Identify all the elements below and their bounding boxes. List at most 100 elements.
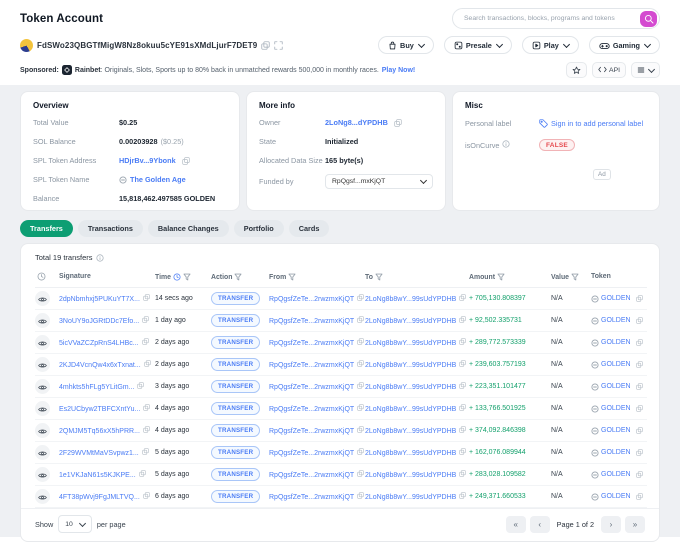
copy-icon[interactable] bbox=[635, 427, 643, 434]
copy-icon[interactable] bbox=[142, 448, 149, 455]
first-page-button[interactable]: « bbox=[505, 515, 526, 533]
copy-icon[interactable] bbox=[635, 317, 643, 324]
from-address-link[interactable]: RpQgsfZeTe...2rwzmxKjQT bbox=[269, 472, 355, 479]
preview-transaction-button[interactable] bbox=[35, 291, 50, 306]
copy-icon[interactable] bbox=[635, 493, 643, 500]
copy-icon[interactable] bbox=[635, 471, 643, 478]
copy-icon[interactable] bbox=[459, 470, 467, 477]
copy-icon[interactable] bbox=[357, 338, 364, 345]
signature-link[interactable]: 4mhkts5hFLg5YLitGm... bbox=[59, 384, 135, 391]
copy-icon[interactable] bbox=[459, 426, 467, 433]
preview-transaction-button[interactable] bbox=[35, 313, 50, 328]
last-page-button[interactable]: » bbox=[625, 515, 645, 533]
signature-link[interactable]: 3NoUY9oJGRtDDc7Efo... bbox=[59, 318, 140, 325]
copy-icon[interactable] bbox=[357, 294, 364, 301]
token-link[interactable]: GOLDEN bbox=[601, 361, 631, 368]
copy-icon[interactable] bbox=[137, 382, 145, 389]
filter-icon[interactable] bbox=[497, 273, 505, 280]
to-address-link[interactable]: 2LoNg8b8wY...99sUdYPDHB bbox=[365, 406, 457, 413]
copy-icon[interactable] bbox=[635, 383, 643, 390]
copy-icon[interactable] bbox=[143, 360, 151, 367]
from-address-link[interactable]: RpQgsfZeTe...2rwzmxKjQT bbox=[269, 406, 355, 413]
tab-portfolio[interactable]: Portfolio bbox=[233, 220, 284, 237]
copy-icon[interactable] bbox=[357, 360, 364, 367]
signature-link[interactable]: 1e1VKJaN61s5KJKPE... bbox=[59, 472, 136, 479]
search-input[interactable] bbox=[462, 14, 640, 23]
signature-link[interactable]: 2dpNbmhxj5PUKuYT7X... bbox=[59, 296, 140, 303]
token-link[interactable]: GOLDEN bbox=[601, 295, 631, 302]
more-menu-button[interactable] bbox=[631, 62, 660, 78]
copy-icon[interactable] bbox=[357, 426, 364, 433]
clock-icon[interactable] bbox=[37, 272, 46, 281]
next-page-button[interactable]: › bbox=[601, 515, 621, 533]
copy-icon[interactable] bbox=[357, 316, 364, 323]
copy-icon[interactable] bbox=[357, 382, 364, 389]
token-link[interactable]: GOLDEN bbox=[601, 317, 631, 324]
to-address-link[interactable]: 2LoNg8b8wY...99sUdYPDHB bbox=[365, 494, 457, 501]
token-link[interactable]: GOLDEN bbox=[601, 493, 631, 500]
to-address-link[interactable]: 2LoNg8b8wY...99sUdYPDHB bbox=[365, 450, 457, 457]
prev-page-button[interactable]: ‹ bbox=[529, 515, 550, 533]
to-address-link[interactable]: 2LoNg8b8wY...99sUdYPDHB bbox=[365, 318, 457, 325]
to-address-link[interactable]: 2LoNg8b8wY...99sUdYPDHB bbox=[365, 362, 457, 369]
from-address-link[interactable]: RpQgsfZeTe...2rwzmxKjQT bbox=[269, 450, 355, 457]
expand-address-icon[interactable] bbox=[274, 40, 283, 50]
signature-link[interactable]: 4FT38pWvj9FgJMLTVQ... bbox=[59, 494, 140, 501]
copy-icon[interactable] bbox=[459, 294, 467, 301]
to-address-link[interactable]: 2LoNg8b8wY...99sUdYPDHB bbox=[365, 384, 457, 391]
preview-transaction-button[interactable] bbox=[35, 357, 50, 372]
preview-transaction-button[interactable] bbox=[35, 379, 50, 394]
filter-icon[interactable] bbox=[288, 273, 296, 280]
api-button[interactable]: API bbox=[592, 62, 626, 78]
copy-icon[interactable] bbox=[141, 338, 149, 345]
page-size-select[interactable]: 10 bbox=[58, 515, 92, 533]
copy-icon[interactable] bbox=[357, 404, 364, 411]
copy-icon[interactable] bbox=[635, 361, 643, 368]
token-link[interactable]: GOLDEN bbox=[601, 383, 631, 390]
gaming-button[interactable]: Gaming bbox=[588, 36, 660, 54]
copy-icon[interactable] bbox=[357, 470, 364, 477]
copy-icon[interactable] bbox=[635, 449, 643, 456]
from-address-link[interactable]: RpQgsfZeTe...2rwzmxKjQT bbox=[269, 318, 355, 325]
play-now-link[interactable]: Play Now! bbox=[381, 66, 416, 74]
copy-icon[interactable] bbox=[143, 492, 150, 499]
search-box[interactable] bbox=[452, 8, 660, 29]
from-address-link[interactable]: RpQgsfZeTe...2rwzmxKjQT bbox=[269, 296, 355, 303]
copy-address-icon[interactable] bbox=[261, 40, 270, 50]
token-link[interactable]: GOLDEN bbox=[601, 471, 631, 478]
preview-transaction-button[interactable] bbox=[35, 335, 50, 350]
to-address-link[interactable]: 2LoNg8b8wY...99sUdYPDHB bbox=[365, 428, 457, 435]
signature-link[interactable]: 2KJD4VcnQw4x6xTxnat... bbox=[59, 362, 141, 369]
spl-token-name-link[interactable]: The Golden Age bbox=[130, 175, 186, 184]
filter-icon[interactable] bbox=[183, 273, 191, 280]
copy-icon[interactable] bbox=[635, 295, 643, 302]
signature-link[interactable]: 2F29WVMtMaVSvpwz1... bbox=[59, 450, 139, 457]
presale-button[interactable]: Presale bbox=[443, 36, 512, 54]
copy-icon[interactable] bbox=[459, 492, 467, 499]
preview-transaction-button[interactable] bbox=[35, 445, 50, 460]
from-address-link[interactable]: RpQgsfZeTe...2rwzmxKjQT bbox=[269, 494, 355, 501]
favorite-button[interactable] bbox=[566, 62, 588, 78]
tab-transactions[interactable]: Transactions bbox=[77, 220, 143, 237]
sign-in-personal-label-link[interactable]: Sign in to add personal label bbox=[551, 119, 644, 128]
copy-icon[interactable] bbox=[459, 338, 467, 345]
preview-transaction-button[interactable] bbox=[35, 401, 50, 416]
filter-icon[interactable] bbox=[375, 273, 383, 280]
preview-transaction-button[interactable] bbox=[35, 489, 50, 504]
token-link[interactable]: GOLDEN bbox=[601, 449, 631, 456]
play-button[interactable]: Play bbox=[521, 36, 579, 54]
tab-transfers[interactable]: Transfers bbox=[20, 220, 73, 237]
signature-link[interactable]: 2QMJM5Tq56xX5hPRR... bbox=[59, 428, 140, 435]
tab-cards[interactable]: Cards bbox=[288, 220, 330, 237]
copy-icon[interactable] bbox=[142, 316, 149, 323]
copy-icon[interactable] bbox=[459, 448, 467, 455]
from-address-link[interactable]: RpQgsfZeTe...2rwzmxKjQT bbox=[269, 384, 355, 391]
clock-icon[interactable] bbox=[173, 273, 181, 280]
signature-link[interactable]: 5icVVaZCZpRnS4LHBc... bbox=[59, 340, 139, 347]
copy-icon[interactable] bbox=[357, 448, 364, 455]
token-link[interactable]: GOLDEN bbox=[601, 405, 631, 412]
token-link[interactable]: GOLDEN bbox=[601, 427, 631, 434]
copy-icon[interactable] bbox=[181, 156, 190, 165]
filter-icon[interactable] bbox=[571, 273, 579, 280]
copy-icon[interactable] bbox=[143, 426, 150, 433]
